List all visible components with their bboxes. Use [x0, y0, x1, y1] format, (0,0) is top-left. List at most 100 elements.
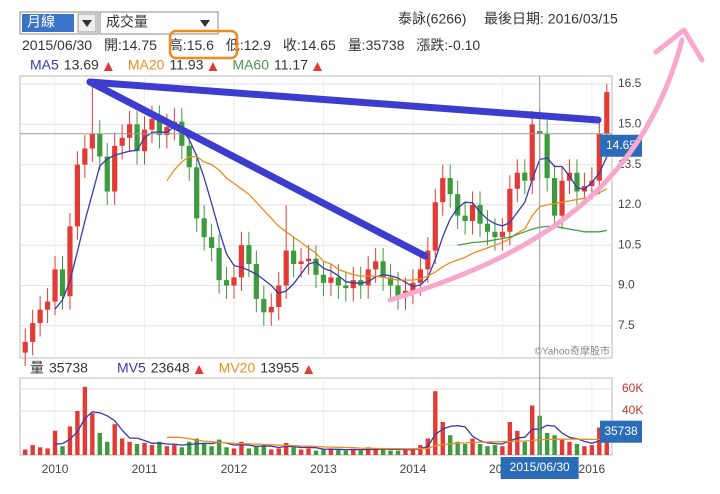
candle-body [477, 204, 483, 224]
candle-body [343, 285, 349, 289]
candle-body [425, 250, 431, 270]
info-label: 高: [169, 37, 187, 53]
date-tag-label: 2015/06/30 [510, 460, 570, 474]
plot-frame [19, 75, 613, 359]
y-tick-label: 60K [622, 381, 643, 395]
volume-bar [231, 448, 237, 455]
volume-bar [239, 441, 244, 455]
candle-body [268, 306, 274, 313]
volume-bar [410, 448, 416, 455]
volume-bar [254, 446, 259, 455]
volume-bar [343, 450, 349, 455]
candle-body [89, 133, 95, 149]
volume-bar [246, 448, 252, 455]
indicator-select[interactable]: 成交量 [99, 11, 219, 35]
volume-bar [82, 386, 88, 455]
candle-body [164, 127, 170, 136]
x-tick-label: 2013 [310, 462, 337, 476]
candle-body [395, 285, 401, 297]
trend-icon [304, 365, 314, 374]
info-value: 15.6 [187, 37, 214, 53]
candle-body [223, 280, 230, 286]
credit: ©Yahoo奇摩股市 [534, 345, 610, 358]
candle-body [52, 269, 58, 302]
volume-bar [97, 433, 102, 455]
candle-body [551, 178, 558, 216]
volume-bar [328, 448, 334, 455]
candle-body [194, 167, 200, 219]
volume-bar [45, 448, 50, 455]
info-value: 14.65 [301, 37, 336, 53]
volume-bar [37, 447, 43, 455]
candle-body [291, 250, 297, 264]
volume-tag-label: 35738 [604, 424, 638, 438]
volume-bar [544, 433, 550, 455]
volume-bar [507, 422, 513, 455]
legend-value: 13.69 [64, 57, 99, 73]
info-value: 14.75 [122, 37, 157, 53]
volume-bar [119, 438, 125, 455]
volume-bar [157, 441, 162, 455]
volume-bar [351, 449, 356, 455]
volume-tag [600, 420, 642, 443]
candle-body [484, 223, 491, 232]
candle-body [604, 92, 610, 134]
volume-bar [418, 445, 423, 455]
candle-body [305, 258, 312, 262]
candle-body [97, 133, 103, 157]
candle-body [119, 137, 125, 146]
volume-bar [224, 447, 229, 455]
volume-bar [358, 450, 363, 455]
legend-value: 13955 [260, 360, 299, 376]
info-label: 收: [283, 37, 301, 53]
candle-body [37, 309, 43, 324]
candle-body [522, 172, 528, 181]
volume-bar [261, 445, 267, 455]
candle-body [514, 172, 520, 189]
volume-bar [403, 449, 408, 455]
volume-bar [134, 444, 140, 455]
volume-bar [30, 445, 35, 455]
volume-bar [582, 446, 587, 455]
x-tick-label: 2012 [221, 462, 248, 476]
candle-body [82, 148, 88, 165]
candle-body [59, 269, 66, 297]
candle-body [74, 164, 81, 227]
legend-name: MA60 [232, 57, 269, 73]
price-tag-label: 14.65 [606, 138, 636, 152]
period-select[interactable]: 月線 [19, 11, 99, 35]
volume-bar [112, 424, 117, 455]
volume-bar [559, 439, 565, 455]
candle-body [231, 277, 237, 286]
candle-body [104, 156, 110, 192]
y-tick-label: 12.0 [618, 197, 642, 211]
info-value: 35738 [366, 37, 405, 53]
ma-line [54, 411, 608, 451]
ma-line [166, 436, 607, 450]
trend-line [86, 78, 602, 124]
volume-bar [440, 422, 445, 455]
arrow [387, 37, 685, 303]
volume-bar [291, 447, 296, 455]
legend-value: 11.17 [274, 57, 308, 73]
candle-body [365, 269, 371, 286]
volume-bar [216, 439, 222, 455]
info-value: -0.10 [448, 37, 480, 53]
volume-bar [522, 441, 527, 455]
candle-body [544, 133, 550, 179]
volume-bar [552, 435, 557, 455]
y-tick-label: 15.0 [618, 117, 642, 131]
volume-bar [127, 441, 132, 455]
y-tick-label: 10.5 [618, 237, 642, 251]
legend-name: 量 [30, 360, 44, 376]
legend-name: MA20 [128, 57, 165, 73]
candle-body [246, 245, 252, 264]
candle-body [499, 231, 505, 238]
volume-bar [477, 444, 483, 455]
volume-bar [105, 441, 110, 455]
x-tick-label: 2011 [132, 462, 158, 476]
last-date: 最後日期: 2016/03/15 [484, 11, 618, 27]
candle-body [589, 180, 595, 187]
candle-body [447, 178, 453, 195]
candle-body [156, 118, 163, 136]
